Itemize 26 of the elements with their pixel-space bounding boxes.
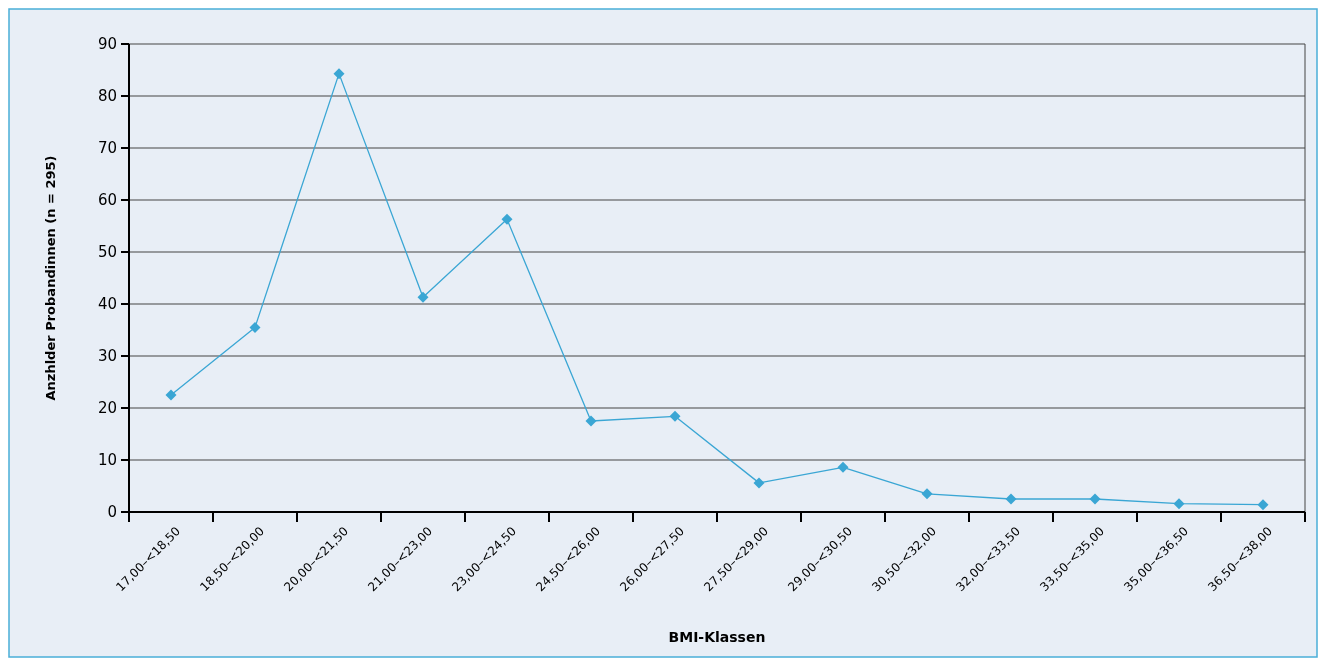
y-tick-label: 40 <box>97 295 117 314</box>
point <box>249 321 261 333</box>
point <box>333 68 345 80</box>
y-tick-label: 30 <box>97 347 117 366</box>
point <box>585 415 597 427</box>
point <box>417 291 429 303</box>
point <box>165 389 177 401</box>
y-tick-label: 0 <box>107 503 117 522</box>
point <box>1173 498 1185 510</box>
point <box>1089 493 1101 505</box>
y-tick-label: 10 <box>97 451 117 470</box>
point <box>501 213 513 225</box>
y-tick-label: 50 <box>97 243 117 262</box>
x-axis-title: BMI-Klassen <box>668 629 766 645</box>
point <box>753 477 765 489</box>
point <box>921 488 933 500</box>
y-tick-label: 80 <box>97 87 117 106</box>
y-tick-label: 20 <box>97 399 117 418</box>
point <box>837 461 849 473</box>
y-tick-label: 70 <box>97 139 117 158</box>
point <box>1257 499 1269 511</box>
y-axis-title: Anzhlder Probandinnen (n = 295) <box>43 155 58 401</box>
y-tick-label: 90 <box>97 35 117 54</box>
point <box>1005 493 1017 505</box>
point <box>669 410 681 422</box>
y-tick-label: 60 <box>97 191 117 210</box>
